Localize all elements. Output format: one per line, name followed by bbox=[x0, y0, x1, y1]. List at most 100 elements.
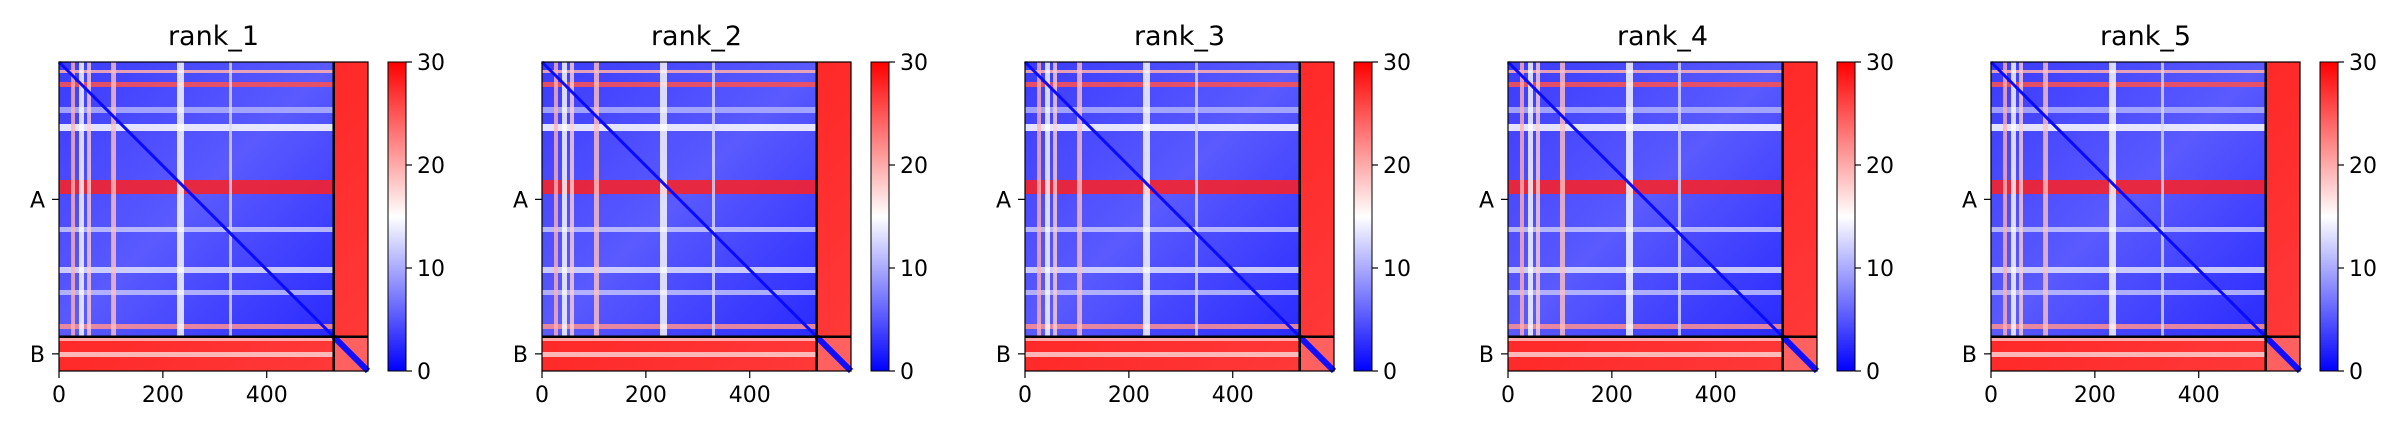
colorbar-tick-label: 30 bbox=[1383, 51, 1411, 76]
plot-frame bbox=[1990, 61, 2301, 372]
band-col-5 bbox=[2161, 62, 2164, 337]
x-tick-label: 0 bbox=[1984, 383, 1998, 408]
band-row-7 bbox=[1508, 290, 1783, 295]
band-row-2 bbox=[59, 107, 334, 113]
plot-frame bbox=[58, 61, 369, 372]
colorbar-tick-label: 0 bbox=[1383, 360, 1397, 385]
colorbar-tick-label: 30 bbox=[417, 51, 445, 76]
diagonal-a bbox=[1989, 60, 2267, 338]
band-row-8 bbox=[1991, 324, 2266, 329]
band-col-5 bbox=[229, 62, 232, 337]
colorbar-tick-label: 20 bbox=[2349, 154, 2377, 179]
y-tick-label: A bbox=[30, 188, 45, 213]
x-tick-label: 400 bbox=[2178, 383, 2220, 408]
x-tick-label: 200 bbox=[1591, 383, 1633, 408]
band-col-2 bbox=[570, 62, 574, 337]
band-col-5 bbox=[1678, 62, 1681, 337]
band-row-2 bbox=[1991, 107, 2266, 113]
band-row-0 bbox=[542, 70, 817, 73]
band-row-4 bbox=[1025, 180, 1300, 194]
band-row-3 bbox=[1508, 124, 1783, 131]
panel-title: rank_2 bbox=[651, 21, 742, 52]
band-row-9 bbox=[1991, 337, 2266, 341]
band-col-0 bbox=[554, 62, 558, 337]
colorbar-tick-label: 0 bbox=[2349, 360, 2363, 385]
band-row-9 bbox=[1025, 337, 1300, 341]
band-col-1 bbox=[1528, 62, 1533, 337]
band-row-8 bbox=[1508, 324, 1783, 329]
x-tick-label: 0 bbox=[52, 383, 66, 408]
diagonal-a bbox=[540, 60, 818, 338]
y-tick-label: B bbox=[513, 343, 528, 368]
band-row-3 bbox=[1991, 124, 2266, 131]
y-tick-label: A bbox=[513, 188, 528, 213]
colorbar-tick-label: 20 bbox=[1383, 154, 1411, 179]
band-row-5 bbox=[59, 227, 334, 232]
band-col-4 bbox=[660, 62, 667, 337]
band-row-0 bbox=[59, 70, 334, 73]
band-row-10 bbox=[542, 352, 817, 357]
diagonal-b bbox=[814, 334, 854, 374]
band-row-6 bbox=[59, 267, 334, 273]
band-col-1 bbox=[562, 62, 567, 337]
y-tick-label: A bbox=[1962, 188, 1977, 213]
band-col-4 bbox=[1143, 62, 1150, 337]
diagonal-b bbox=[331, 334, 371, 374]
band-row-10 bbox=[59, 352, 334, 357]
band-col-3 bbox=[594, 62, 599, 337]
colorbar-tick-label: 30 bbox=[900, 51, 928, 76]
band-col-0 bbox=[71, 62, 75, 337]
colorbar-tick-label: 20 bbox=[1866, 154, 1894, 179]
band-row-8 bbox=[542, 324, 817, 329]
x-tick-label: 200 bbox=[1108, 383, 1150, 408]
colorbar-tick-label: 10 bbox=[417, 257, 445, 282]
band-col-3 bbox=[2043, 62, 2048, 337]
x-tick-label: 0 bbox=[1018, 383, 1032, 408]
band-row-1 bbox=[542, 82, 817, 87]
band-row-6 bbox=[542, 267, 817, 273]
band-col-2 bbox=[1536, 62, 1540, 337]
band-row-8 bbox=[59, 324, 334, 329]
x-tick-label: 200 bbox=[142, 383, 184, 408]
colorbar-tick-label: 30 bbox=[2349, 51, 2377, 76]
band-row-6 bbox=[1991, 267, 2266, 273]
diagonal-b bbox=[2263, 334, 2303, 374]
x-tick-label: 400 bbox=[1212, 383, 1254, 408]
band-row-3 bbox=[1025, 124, 1300, 131]
band-row-7 bbox=[1025, 290, 1300, 295]
panel-title: rank_5 bbox=[2100, 21, 2191, 52]
x-tick-label: 400 bbox=[246, 383, 288, 408]
y-tick-label: B bbox=[1962, 343, 1977, 368]
band-row-10 bbox=[1991, 352, 2266, 357]
band-row-9 bbox=[1508, 337, 1783, 341]
band-row-6 bbox=[1508, 267, 1783, 273]
band-row-2 bbox=[1508, 107, 1783, 113]
band-col-4 bbox=[2109, 62, 2116, 337]
band-col-1 bbox=[79, 62, 84, 337]
band-row-2 bbox=[1025, 107, 1300, 113]
y-tick-label: B bbox=[30, 343, 45, 368]
band-col-2 bbox=[1053, 62, 1057, 337]
band-row-1 bbox=[1508, 82, 1783, 87]
colorbar-tick-label: 10 bbox=[900, 257, 928, 282]
band-row-1 bbox=[1991, 82, 2266, 87]
band-row-7 bbox=[59, 290, 334, 295]
band-row-4 bbox=[1508, 180, 1783, 194]
x-tick-label: 0 bbox=[1501, 383, 1515, 408]
x-tick-label: 200 bbox=[625, 383, 667, 408]
x-tick-label: 400 bbox=[1695, 383, 1737, 408]
panel-title: rank_3 bbox=[1134, 21, 1225, 52]
colorbar-tick-label: 10 bbox=[1866, 257, 1894, 282]
band-row-5 bbox=[1991, 227, 2266, 232]
band-row-3 bbox=[59, 124, 334, 131]
colorbar bbox=[2319, 61, 2339, 372]
band-row-6 bbox=[1025, 267, 1300, 273]
band-row-5 bbox=[542, 227, 817, 232]
band-col-4 bbox=[177, 62, 184, 337]
plot-frame bbox=[541, 61, 852, 372]
band-row-5 bbox=[1025, 227, 1300, 232]
